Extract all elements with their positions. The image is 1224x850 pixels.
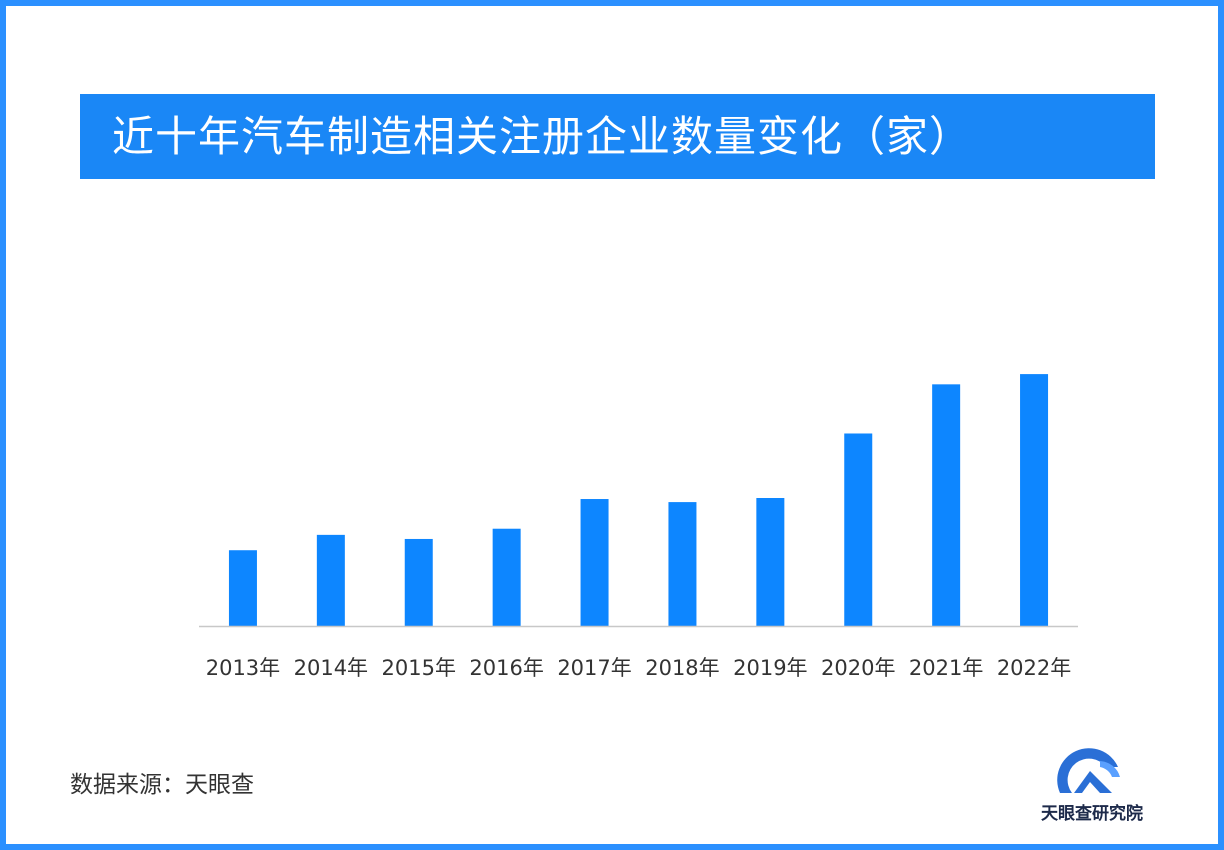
x-tick-label: 2013年 — [206, 656, 280, 680]
bar-10 — [1020, 374, 1049, 626]
x-tick-label: 2015年 — [382, 656, 456, 680]
x-tick-label: 2018年 — [645, 656, 719, 680]
x-tick-label: 2021年 — [909, 656, 983, 680]
tianyancha-logo-icon — [1057, 748, 1120, 793]
bar-9 — [932, 384, 961, 626]
bars-group — [228, 374, 1049, 626]
x-tick-label: 2020年 — [821, 656, 895, 680]
bar-3 — [404, 538, 433, 626]
bar-6 — [668, 502, 697, 626]
bar-1 — [228, 550, 257, 626]
bar-7 — [756, 498, 785, 626]
bar-8 — [844, 433, 873, 626]
x-tick-label: 2014年 — [294, 656, 368, 680]
title-banner: 近十年汽车制造相关注册企业数量变化（家） — [80, 94, 1155, 179]
bar-2 — [316, 534, 345, 626]
x-tick-label: 2019年 — [733, 656, 807, 680]
x-tick-label: 2017年 — [557, 656, 631, 680]
bar-5 — [580, 499, 609, 626]
x-tick-label: 2022年 — [997, 656, 1071, 680]
chart-title: 近十年汽车制造相关注册企业数量变化（家） — [112, 112, 973, 161]
logo: 天眼查研究院 — [1032, 735, 1152, 825]
bar-4 — [492, 528, 521, 626]
data-source: 数据来源：天眼查 — [70, 772, 254, 798]
x-tick-labels: 2013年 2014年 2015年 2016年 2017年 2018年 2019年 2020年… — [206, 656, 1072, 680]
logo-text: 天眼查研究院 — [1041, 804, 1143, 824]
x-tick-label: 2016年 — [469, 656, 543, 680]
